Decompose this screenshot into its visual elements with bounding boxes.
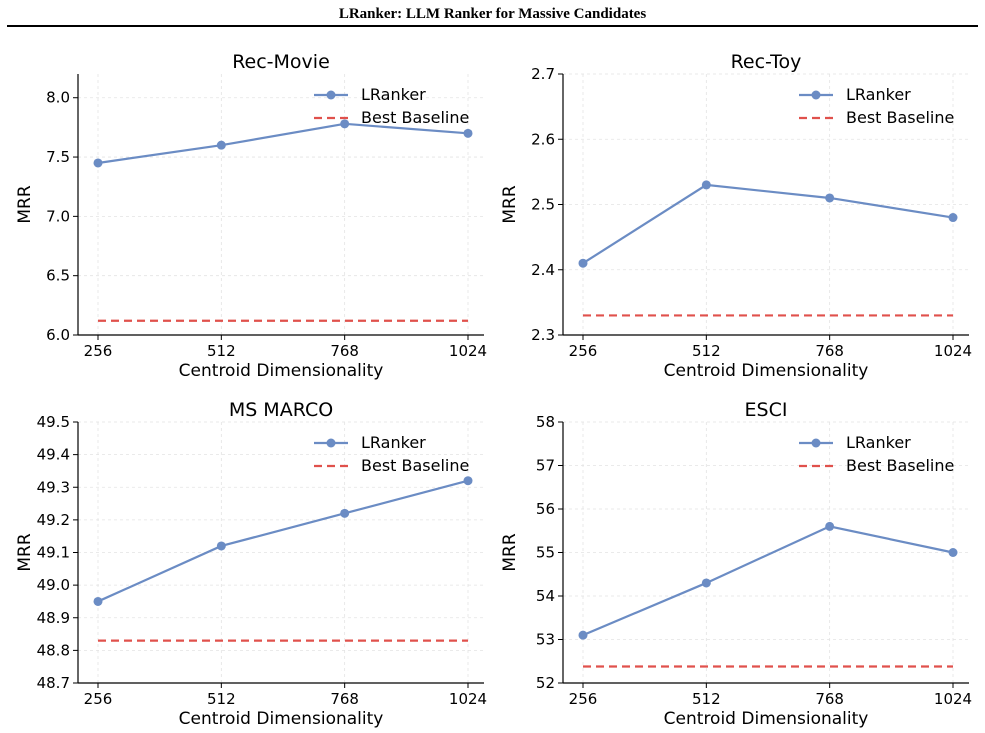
data-point-lranker — [216, 541, 226, 551]
x-tick-label: 512 — [692, 342, 721, 360]
x-axis-label: Centroid Dimensionality — [179, 709, 384, 729]
legend-marker-lranker — [326, 438, 336, 448]
data-point-lranker — [578, 258, 588, 268]
y-tick-label: 49.3 — [37, 478, 70, 496]
data-point-lranker — [701, 578, 711, 588]
y-tick-label: 48.7 — [37, 674, 70, 692]
chart-title: MS MARCO — [229, 399, 333, 421]
chart-panel-2: 2.3 2.4 2.5 2.6 2.7 256 512 768 1024 Rec-Toy Centr… — [500, 51, 972, 381]
chart-title: ESCI — [745, 399, 788, 421]
legend-label: Best Baseline — [361, 456, 469, 475]
x-tick-label: 256 — [84, 690, 113, 708]
data-point-lranker — [93, 596, 103, 606]
x-tick-label: 256 — [569, 690, 598, 708]
x-tick-label: 768 — [815, 342, 844, 360]
x-tick-label: 1024 — [449, 690, 487, 708]
y-axis-label: MRR — [15, 533, 35, 571]
y-tick-label: 6.0 — [46, 326, 70, 344]
data-point-lranker — [93, 158, 103, 168]
data-point-lranker — [948, 548, 958, 557]
legend-label: LRanker — [361, 433, 426, 452]
data-point-lranker — [216, 140, 226, 150]
chart-panel-4: 52 53 54 55 56 57 58 256 512 768 1024 ESCI Centroid … — [500, 399, 972, 729]
legend-label: Best Baseline — [846, 456, 954, 475]
x-tick-label: 512 — [207, 690, 236, 708]
y-tick-label: 49.1 — [37, 544, 70, 562]
y-tick-label: 2.5 — [531, 196, 555, 214]
y-tick-label: 49.4 — [37, 446, 70, 464]
series-line-lranker — [582, 183, 954, 265]
data-point-lranker — [340, 119, 350, 129]
y-tick-label: 49.2 — [37, 511, 70, 529]
y-tick-label: 49.5 — [37, 413, 70, 431]
chart-title: Rec-Toy — [731, 51, 802, 73]
header-divider — [7, 25, 978, 27]
x-tick-label: 512 — [692, 690, 721, 708]
legend-marker-lranker — [811, 90, 821, 100]
y-tick-label: 52 — [536, 674, 555, 692]
chart-panel-3: 48.7 48.8 48.9 49.0 49.1 49.2 49.3 49.4 49.5 256 5… — [15, 399, 487, 729]
legend-label: LRanker — [361, 85, 426, 104]
chart-title: Rec-Movie — [232, 51, 330, 73]
x-tick-label: 256 — [84, 342, 113, 360]
data-point-lranker — [463, 128, 473, 138]
y-tick-label: 2.3 — [531, 326, 555, 344]
y-tick-label: 57 — [536, 457, 555, 475]
x-axis-label: Centroid Dimensionality — [664, 361, 869, 381]
legend-marker-lranker — [811, 438, 821, 448]
legend-label: LRanker — [846, 433, 911, 452]
series-line-lranker — [97, 122, 469, 165]
y-tick-label: 6.5 — [46, 267, 70, 285]
legend-label: Best Baseline — [361, 108, 469, 127]
y-tick-label: 56 — [536, 500, 555, 518]
chart-panel-1: 6.0 6.5 7.0 7.5 8.0 256 512 768 1024 Rec-Movie Cen… — [15, 51, 487, 381]
y-axis-label: MRR — [15, 185, 35, 223]
y-tick-label: 2.6 — [531, 130, 555, 148]
y-axis-label: MRR — [500, 185, 520, 223]
y-tick-label: 7.0 — [46, 207, 70, 225]
x-tick-label: 1024 — [934, 342, 972, 360]
y-tick-label: 2.7 — [531, 65, 555, 83]
series-line-lranker — [97, 479, 469, 603]
x-axis-label: Centroid Dimensionality — [664, 709, 869, 729]
x-tick-label: 256 — [569, 342, 598, 360]
y-tick-label: 48.9 — [37, 609, 70, 627]
legend-label: Best Baseline — [846, 108, 954, 127]
x-tick-label: 512 — [207, 342, 236, 360]
y-tick-label: 53 — [536, 631, 555, 649]
y-tick-label: 8.0 — [46, 89, 70, 107]
x-tick-label: 768 — [330, 342, 359, 360]
legend-label: LRanker — [846, 85, 911, 104]
data-point-lranker — [948, 213, 958, 223]
x-tick-label: 1024 — [934, 690, 972, 708]
data-point-lranker — [340, 508, 350, 518]
data-point-lranker — [825, 193, 835, 203]
legend-marker-lranker — [326, 90, 336, 100]
y-tick-label: 54 — [536, 587, 555, 605]
y-tick-label: 49.0 — [37, 576, 70, 594]
y-tick-label: 7.5 — [46, 148, 70, 166]
y-tick-label: 58 — [536, 413, 555, 431]
y-tick-label: 48.8 — [37, 641, 70, 659]
y-tick-label: 55 — [536, 544, 555, 562]
x-tick-label: 768 — [815, 690, 844, 708]
series-line-lranker — [582, 525, 954, 637]
data-point-lranker — [825, 521, 835, 531]
y-tick-label: 2.4 — [531, 261, 555, 279]
x-tick-label: 768 — [330, 690, 359, 708]
x-tick-label: 1024 — [449, 342, 487, 360]
data-point-lranker — [578, 630, 588, 640]
data-point-lranker — [701, 180, 711, 190]
x-axis-label: Centroid Dimensionality — [179, 361, 384, 381]
y-axis-label: MRR — [500, 533, 520, 571]
page-title: LRanker: LLM Ranker for Massive Candidat… — [338, 6, 647, 22]
data-point-lranker — [463, 476, 473, 486]
